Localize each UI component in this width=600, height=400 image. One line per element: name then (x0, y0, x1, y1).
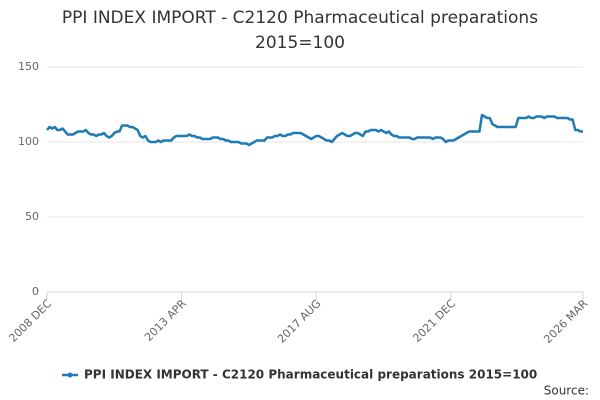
x-tick-label: 2021 DEC (410, 297, 458, 345)
y-tick-label: 0 (32, 285, 39, 298)
source: Source: (544, 384, 589, 398)
x-tick-label: 2017 AUG (275, 297, 324, 346)
x-tick-label: 2013 APR (142, 297, 189, 344)
y-tick-label: 150 (18, 60, 39, 73)
x-tick-label: 2008 DEC (6, 297, 54, 345)
chart-title: PPI INDEX IMPORT - C2120 Pharmaceutical … (61, 8, 539, 53)
line-series (46, 113, 583, 147)
legend-marker (67, 372, 73, 378)
x-tick-label: 2026 MAR (541, 297, 590, 346)
y-tick-label: 100 (18, 135, 39, 148)
y-tick-label: 50 (25, 210, 39, 223)
legend-label: PPI INDEX IMPORT - C2120 Pharmaceutical … (84, 368, 537, 382)
